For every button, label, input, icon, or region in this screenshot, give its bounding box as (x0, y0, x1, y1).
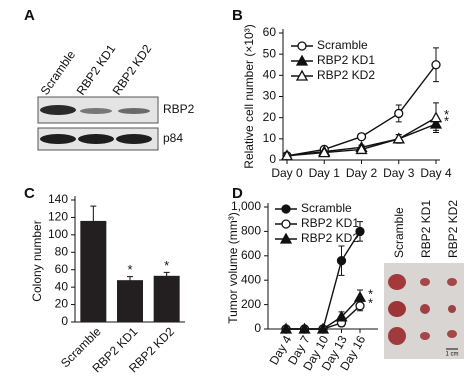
legend-label: RBP2 KD2 (317, 68, 375, 82)
y-tick-label: 40 (263, 68, 277, 82)
panel-letter: A (24, 7, 35, 24)
bar (80, 220, 107, 322)
blot-band (116, 134, 152, 144)
marker (281, 204, 291, 214)
y-tick-label: 40 (55, 279, 69, 293)
significance: * (368, 295, 373, 310)
marker (392, 132, 405, 144)
legend-label: RBP2 KD2 (301, 231, 359, 245)
bar (117, 280, 143, 322)
y-tick-label: 20 (55, 297, 69, 311)
marker (280, 149, 294, 161)
significance: * (127, 262, 132, 277)
y-tick-label: 1,000 (231, 199, 261, 213)
significance: * (164, 258, 169, 273)
y-axis-label: Colony number (30, 220, 44, 301)
blot-band (80, 108, 112, 114)
marker (355, 301, 365, 311)
significance: * (444, 107, 449, 122)
x-tick-label: Day 4 (420, 166, 452, 180)
marker (297, 41, 307, 51)
y-tick-label: 200 (241, 297, 261, 311)
marker (431, 60, 441, 70)
tumor (420, 304, 430, 314)
tumor (448, 305, 456, 313)
y-tick-label: 120 (48, 210, 68, 224)
tumor (447, 278, 457, 286)
marker (336, 256, 347, 266)
marker (356, 132, 367, 142)
y-tick-label: 140 (48, 192, 68, 206)
blot-band (78, 134, 114, 144)
tumor (388, 327, 406, 345)
photo-label: RBP2 KD2 (446, 200, 460, 258)
series-line (286, 231, 361, 330)
marker (429, 111, 443, 123)
y-tick-label: 30 (263, 89, 277, 103)
panel-letter: D (232, 185, 243, 202)
marker (353, 290, 367, 302)
y-tick-label: 60 (263, 25, 277, 39)
bar (153, 275, 180, 322)
marker (355, 226, 365, 237)
blot-band (118, 108, 150, 114)
legend-label: Scramble (317, 38, 368, 52)
panel-letter: B (232, 7, 243, 24)
legend-label: RBP2 KD1 (317, 53, 375, 67)
marker (281, 219, 291, 229)
y-tick-label: 600 (241, 248, 261, 262)
legend-label: Scramble (301, 201, 352, 215)
blot-row-label: p84 (163, 131, 183, 145)
y-tick-label: 0 (61, 314, 68, 328)
y-tick-label: 60 (55, 262, 69, 276)
y-tick-label: 100 (48, 227, 68, 241)
tumor (388, 301, 406, 317)
marker (279, 232, 293, 244)
tumor (388, 274, 406, 290)
marker (295, 54, 309, 66)
significance: * (444, 113, 449, 128)
blot-band (40, 105, 76, 115)
marker (279, 322, 293, 334)
y-tick-label: 10 (263, 131, 277, 145)
marker (298, 322, 311, 334)
marker (335, 310, 348, 322)
blot-band (40, 134, 76, 144)
y-tick-label: 50 (263, 46, 277, 60)
significance: * (368, 287, 373, 302)
y-tick-label: 400 (241, 272, 261, 286)
tumor (420, 332, 430, 340)
tumor (420, 278, 430, 286)
y-axis-label: Tumor volume (mm³) (226, 212, 240, 324)
marker (355, 143, 368, 155)
marker (316, 322, 330, 334)
x-tick-label: Day 3 (383, 166, 415, 180)
y-tick-label: 0 (254, 321, 261, 335)
x-tick-label: Day 0 (271, 166, 303, 180)
marker (295, 69, 309, 81)
y-tick-label: 20 (263, 110, 277, 124)
tumor (447, 330, 457, 338)
x-tick-label: Day 1 (309, 166, 341, 180)
photo-label: RBP2 KD1 (419, 200, 433, 258)
marker (429, 117, 443, 129)
lane-label: Scramble (38, 48, 79, 98)
scale-label: 1 cm (445, 352, 458, 358)
x-tick-label: Day 2 (346, 166, 378, 180)
photo-label: Scramble (392, 207, 406, 258)
blot-row-label: RBP2 (163, 102, 195, 116)
marker (318, 146, 331, 158)
y-tick-label: 800 (241, 224, 261, 238)
marker (394, 108, 404, 119)
y-tick-label: 0 (269, 152, 276, 166)
y-axis-label: Relative cell number (×10³) (242, 24, 256, 168)
panel-letter: C (24, 185, 35, 202)
legend-label: RBP2 KD1 (301, 216, 359, 230)
y-tick-label: 80 (55, 244, 69, 258)
